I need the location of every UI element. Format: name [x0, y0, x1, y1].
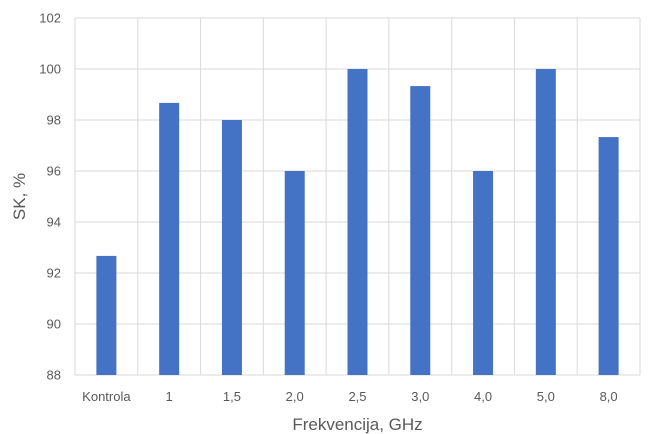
y-tick-label: 96	[47, 164, 61, 179]
y-axis-title: SK, %	[10, 173, 29, 220]
x-axis-title: Frekvencija, GHz	[292, 415, 422, 434]
x-tick-label: 2,0	[286, 389, 304, 404]
bar-Kontrola	[96, 255, 117, 375]
x-tick-label: 1,5	[223, 389, 241, 404]
bar-8,0	[598, 137, 619, 375]
y-axis-ticks: 88 90 92 94 96 98 100 102	[39, 11, 61, 383]
x-tick-label: 2,5	[348, 389, 366, 404]
x-axis-ticks: Kontrola 1 1,5 2,0 2,5 3,0 4,0 5,0 8,0	[82, 389, 617, 404]
x-tick-label: 1	[166, 389, 173, 404]
x-tick-label: 8,0	[600, 389, 618, 404]
y-tick-label: 102	[39, 11, 61, 26]
x-tick-label: 4,0	[474, 389, 492, 404]
y-tick-label: 92	[47, 266, 61, 281]
y-tick-label: 88	[47, 368, 61, 383]
bar-2,0	[284, 171, 305, 375]
bar-1	[159, 102, 180, 375]
bar-4,0	[473, 171, 494, 375]
y-tick-label: 90	[47, 317, 61, 332]
y-tick-label: 100	[39, 62, 61, 77]
y-tick-label: 94	[47, 215, 61, 230]
x-tick-label: 3,0	[411, 389, 429, 404]
x-tick-label: 5,0	[537, 389, 555, 404]
y-tick-label: 98	[47, 113, 61, 128]
bar-layer	[96, 69, 619, 376]
bar-3,0	[410, 86, 431, 376]
x-tick-label: Kontrola	[82, 389, 131, 404]
bar-5,0	[535, 69, 556, 375]
bar-2,5	[347, 69, 368, 375]
bar-1,5	[221, 120, 242, 375]
